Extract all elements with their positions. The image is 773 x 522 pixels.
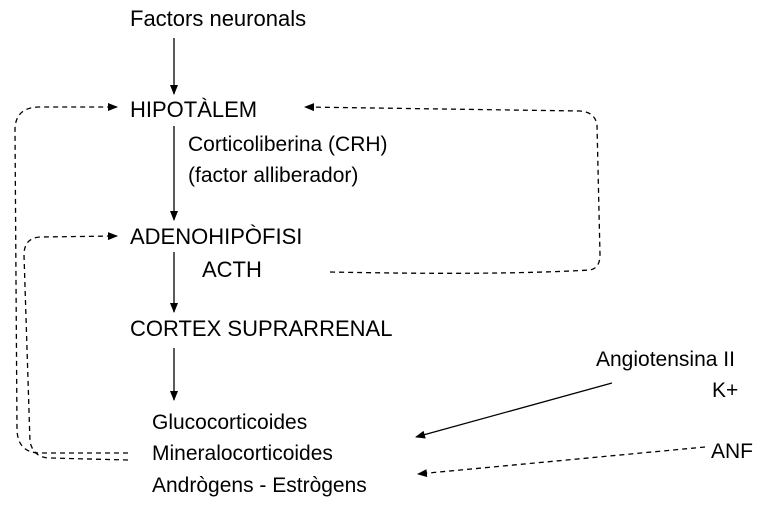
arrow-anf-to-hormones [417,446,706,478]
label-factor-alliberador: (factor alliberador) [188,164,359,187]
feedback-acth-to-hipotalem [304,103,601,274]
label-acth: ACTH [202,257,262,282]
label-k-plus: K+ [712,379,739,402]
feedback-hormones-to-adeno [23,232,129,461]
label-mineralocorticoides: Mineralocorticoides [152,442,333,465]
label-crh: Corticoliberina (CRH) [188,133,388,156]
label-cortex-suprarrenal: CORTEX SUPRARRENAL [130,316,393,341]
arrow-angiotensina-to-mineralo [415,382,613,439]
label-glucocorticoides: Glucocorticoides [152,411,308,434]
label-androgens-estrogens: Andrògens - Estrògens [152,474,367,497]
label-angiotensina-ii: Angiotensina II [596,348,735,371]
label-anf: ANF [711,440,753,463]
label-factors-neuronals: Factors neuronals [130,6,307,31]
label-hipotalem: HIPOTÀLEM [130,97,258,122]
label-adenohipofisi: ADENOHIPÒFISI [130,224,303,249]
feedback-hormones-to-hipotalem [14,103,128,454]
